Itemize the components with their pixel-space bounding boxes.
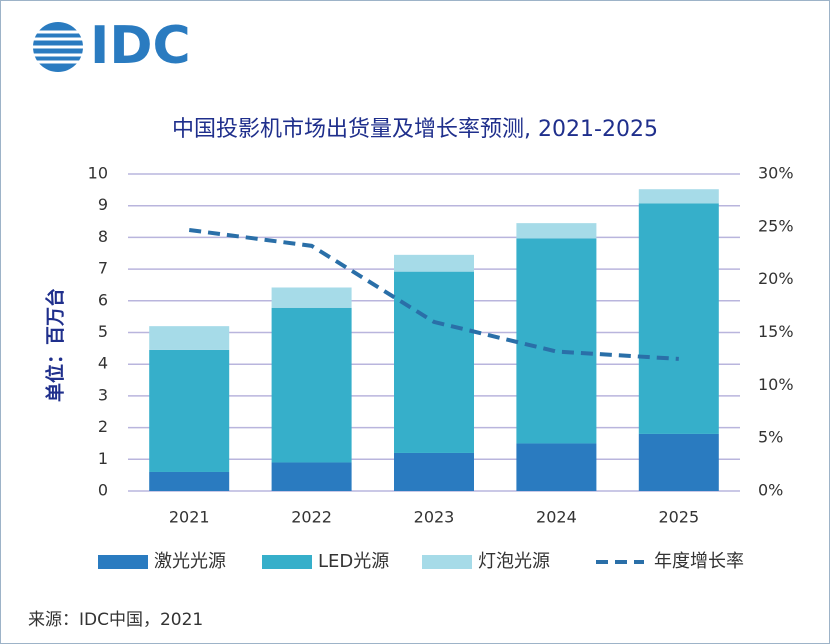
legend-swatch	[262, 555, 312, 569]
y-tick-label: 5	[98, 322, 108, 341]
y-tick-label: 4	[98, 354, 108, 373]
bar	[271, 462, 352, 491]
bar	[149, 326, 230, 350]
bar	[394, 254, 474, 272]
x-tick-label: 2021	[169, 508, 210, 527]
y-tick-label: 1	[98, 449, 108, 468]
y2-tick-label: 15%	[758, 322, 794, 341]
y-axis-label: 单位：百万台	[44, 288, 67, 402]
y2-tick-label: 25%	[758, 216, 794, 235]
bar	[638, 189, 719, 204]
bar	[394, 452, 474, 491]
legend-label: 灯泡光源	[478, 551, 550, 572]
bar	[271, 287, 352, 308]
bar	[271, 307, 352, 463]
legend-label: 激光光源	[154, 551, 226, 572]
y2-tick-label: 10%	[758, 375, 794, 394]
y-tick-label: 6	[98, 290, 108, 309]
source: 来源：IDC中国，2021	[28, 610, 203, 630]
legend-label: LED光源	[318, 551, 389, 572]
y2-tick-label: 0%	[758, 481, 783, 500]
logo-globe	[30, 22, 86, 72]
bar	[638, 433, 719, 491]
y-tick-label: 7	[98, 259, 108, 278]
bar	[516, 443, 597, 491]
logo-text: IDC	[90, 16, 191, 76]
y2-tick-label: 30%	[758, 164, 794, 183]
y-tick-label: 0	[98, 481, 108, 500]
legend-label: 年度增长率	[654, 551, 744, 572]
bar	[638, 203, 719, 434]
x-tick-label: 2025	[658, 508, 699, 527]
bar	[149, 349, 230, 472]
y-tick-label: 2	[98, 417, 108, 436]
y-tick-label: 3	[98, 385, 108, 404]
legend-swatch	[422, 555, 472, 569]
bar	[516, 223, 597, 239]
y2-tick-label: 20%	[758, 269, 794, 288]
legend-swatch	[98, 555, 148, 569]
bar	[516, 238, 597, 444]
y-tick-label: 9	[98, 195, 108, 214]
x-tick-label: 2023	[414, 508, 455, 527]
bar	[149, 471, 230, 491]
x-tick-label: 2022	[291, 508, 332, 527]
y-tick-label: 8	[98, 227, 108, 246]
x-tick-label: 2024	[536, 508, 577, 527]
growth-line	[188, 228, 679, 361]
y2-tick-label: 5%	[758, 428, 783, 447]
bar	[394, 271, 474, 453]
chart-title: 中国投影机市场出货量及增长率预测, 2021-2025	[172, 117, 658, 142]
y-tick-label: 10	[88, 164, 108, 183]
